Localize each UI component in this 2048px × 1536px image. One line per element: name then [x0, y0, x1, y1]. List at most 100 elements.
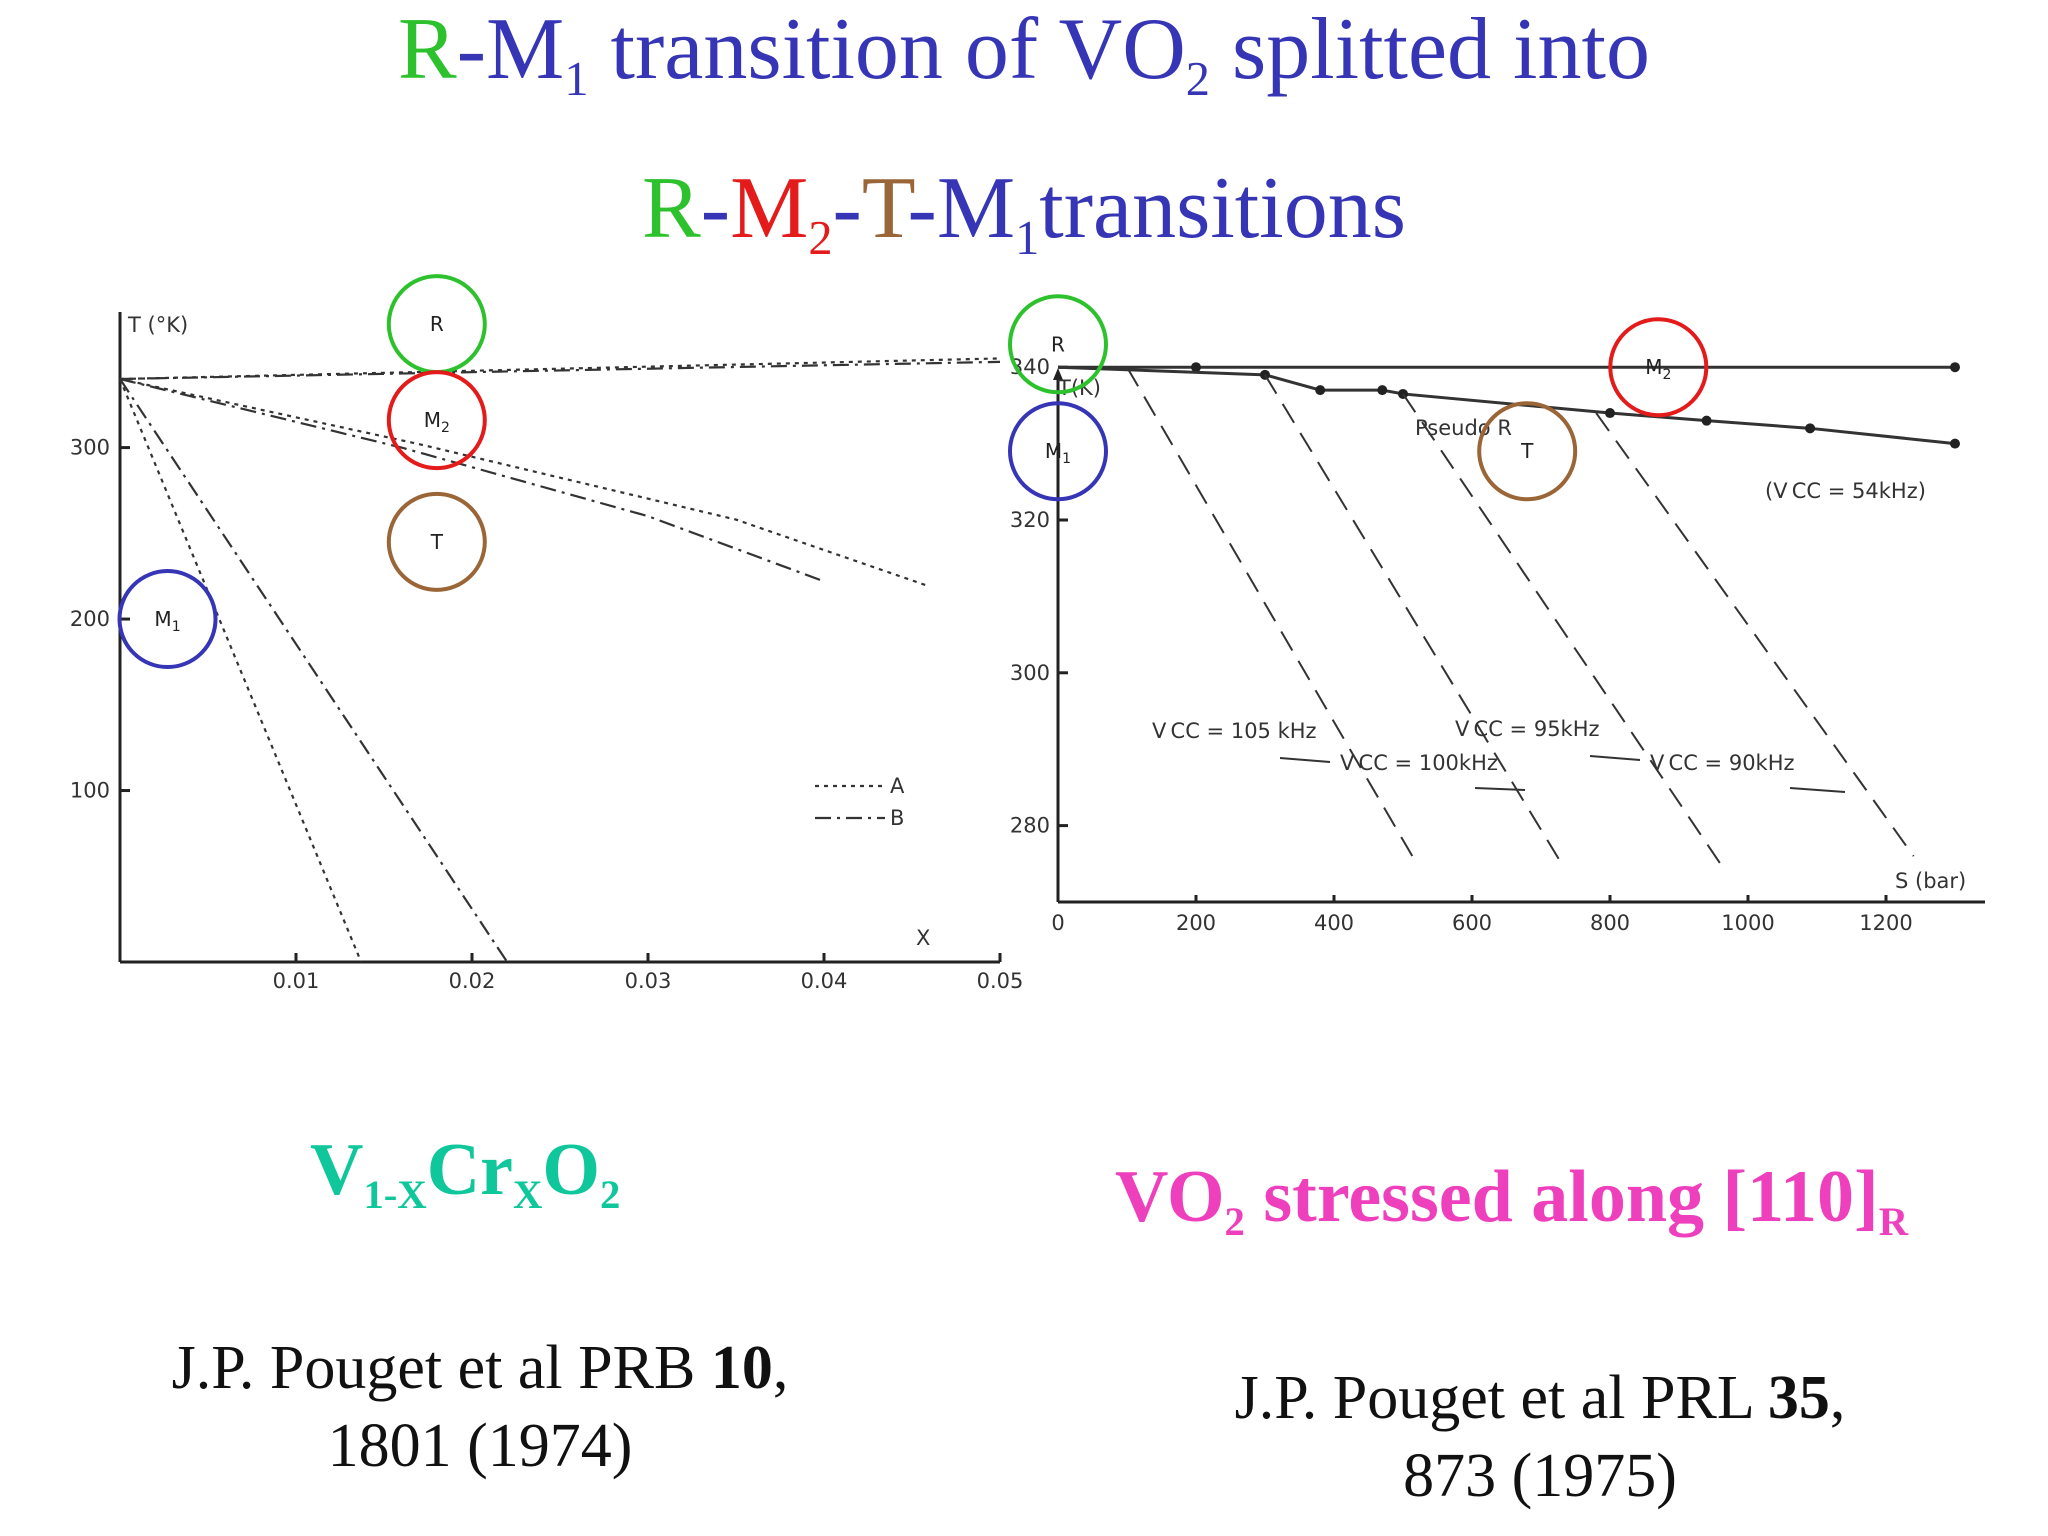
left-phase-diagram: T (°K) X 0.01 0.02 0.03 0.04 0.05 300 200 100 A… [70, 274, 1023, 993]
left-caption-formula: V1-XCrXO2 [310, 1128, 620, 1215]
left-x-tick-label: 0.01 [273, 969, 320, 993]
title-line-2-part: -M [907, 160, 1016, 257]
left-phase-label: M2 [424, 408, 450, 436]
right-y-tick-label: 280 [1010, 814, 1050, 838]
right-phase-diagram: T(K) S (bar) 0 200 400 600 800 1000 1200340320… [1008, 294, 1985, 935]
left-legend: AB [815, 774, 905, 830]
right-series-line [1402, 393, 1722, 865]
right-x-tick-label: 400 [1314, 911, 1354, 935]
right-caption-part: R [1878, 1199, 1909, 1245]
left-legend-label: B [890, 806, 904, 830]
right-caption-part: stressed along [110] [1244, 1156, 1879, 1238]
right-data-point [1805, 423, 1816, 434]
left-legend-label: A [890, 774, 905, 798]
right-data-point [1950, 438, 1960, 449]
left-x-tick-label: 0.04 [801, 969, 848, 993]
title-line-2-part: 1 [1015, 211, 1040, 265]
slide-title-line-2: R-M2-T-M1transitions [0, 165, 2048, 263]
right-phase-labels: R M2 T M1 [1008, 294, 1709, 502]
right-x-tick-label: 600 [1452, 911, 1492, 935]
right-y-tick-label: 320 [1010, 508, 1050, 532]
left-phase-circle [386, 370, 487, 471]
right-reference: J.P. Pouget et al PRL 35, 873 (1975) [1140, 1360, 1940, 1515]
left-x-tick-label: 0.02 [449, 969, 496, 993]
title-line-2-part: - [832, 160, 862, 257]
title-line-1-part: 2 [1185, 52, 1210, 106]
right-phase-label: M1 [1045, 439, 1071, 467]
right-annotation-arrow [1474, 787, 1526, 791]
right-annotation-arrow [1589, 755, 1641, 761]
right-annotation-label: V CC = 95kHz [1455, 717, 1600, 741]
right-phase-label: T [1520, 439, 1534, 463]
left-phase-circle [386, 491, 487, 592]
title-line-1-part: splitted into [1209, 1, 1650, 98]
right-y-tick-label: 300 [1010, 661, 1050, 685]
left-series-line [119, 377, 825, 583]
left-caption-part: O [542, 1129, 600, 1211]
left-x-tick-label: 0.03 [625, 969, 672, 993]
right-series-line [1264, 374, 1563, 865]
title-line-2-part: M [730, 160, 809, 257]
right-annotation-label: V CC = 105 kHz [1152, 719, 1317, 743]
title-line-2-part: transitions [1039, 160, 1406, 257]
right-series-line [1595, 412, 1915, 857]
right-data-point [1701, 415, 1712, 426]
title-line-1-part: 1 [564, 52, 589, 106]
right-reference-text: J.P. Pouget et al PRL [1234, 1364, 1768, 1432]
left-y-tick-label: 100 [70, 779, 110, 803]
right-annotation-label: V CC = 100kHz [1340, 751, 1498, 775]
left-ticks: 0.01 0.02 0.03 0.04 0.05 300 200 100 [70, 436, 1023, 993]
right-series [1057, 362, 1960, 865]
right-annotation-label: Pseudo R [1415, 416, 1512, 440]
left-reference: J.P. Pouget et al PRB 10, 1801 (1974) [80, 1330, 880, 1485]
right-x-tick-label: 800 [1590, 911, 1630, 935]
right-data-point [1191, 362, 1201, 373]
left-series [118, 357, 1001, 963]
right-reference-volume: 35 [1767, 1364, 1830, 1432]
right-annotation-arrow [1279, 757, 1331, 763]
right-data-point [1377, 385, 1388, 396]
left-phase-label: M1 [154, 607, 180, 635]
right-y-axis-arrow [1053, 368, 1063, 380]
right-x-tick-label: 200 [1176, 911, 1216, 935]
left-phase-circle [117, 569, 218, 670]
right-data-point [1315, 385, 1326, 396]
right-x-axis-label: S (bar) [1895, 869, 1966, 893]
left-caption-part: V [310, 1129, 364, 1211]
right-phase-label: M2 [1645, 355, 1671, 383]
left-series-line [119, 360, 1001, 381]
right-annotation-label: V CC = 90kHz [1650, 751, 1795, 775]
right-phase-label: R [1051, 332, 1065, 356]
left-caption-part: X [513, 1172, 543, 1218]
left-series-line [119, 378, 509, 963]
left-reference-comma: , [772, 1334, 789, 1402]
left-reference-volume: 10 [710, 1334, 773, 1402]
right-x-tick-label: 1000 [1721, 911, 1774, 935]
right-caption-part: VO [1115, 1156, 1225, 1238]
left-series-line [119, 377, 930, 588]
left-phase-labels: R M2 T M1 [117, 274, 487, 670]
right-data-point [1605, 408, 1615, 419]
left-phase-label: R [430, 312, 444, 336]
left-y-tick-label: 300 [70, 436, 110, 460]
title-line-1-part: transition of VO [588, 1, 1186, 98]
right-phase-circle [1608, 317, 1709, 418]
right-reference-pages: 873 (1975) [1403, 1441, 1677, 1510]
left-caption-part: 2 [599, 1172, 621, 1218]
right-caption-formula: VO2 stressed along [110]R [1115, 1155, 1908, 1242]
right-phase-circle [1008, 294, 1108, 395]
left-phase-label: T [430, 530, 444, 554]
right-series-line [1126, 366, 1418, 865]
left-reference-text: J.P. Pouget et al PRB [171, 1334, 711, 1402]
right-annotation-arrow [1789, 787, 1846, 793]
right-caption-part: 2 [1224, 1199, 1245, 1245]
left-y-axis-label: T (°K) [127, 313, 188, 337]
left-caption-part: Cr [426, 1129, 514, 1211]
slide-title-line-1: R-M1 transition of VO2 splitted into [0, 6, 2048, 104]
right-annotations: Pseudo R (V CC = 54kHz) V CC = 105 kHz V CC… [1152, 416, 1926, 793]
right-phase-circle [1008, 401, 1108, 502]
right-phase-circle [1477, 401, 1578, 502]
title-line-1-part: -M [456, 1, 565, 98]
right-x-tick-label: 0 [1051, 911, 1064, 935]
